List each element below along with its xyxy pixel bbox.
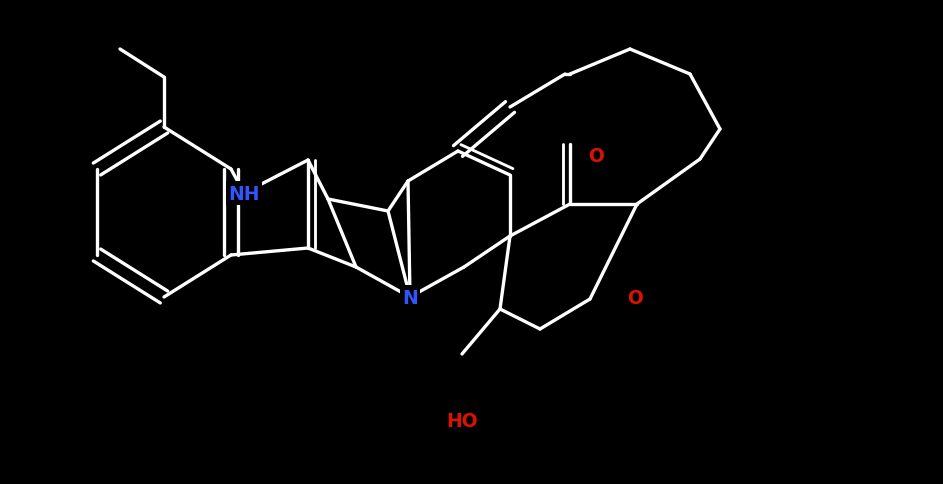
Text: HO: HO bbox=[446, 412, 478, 431]
Text: O: O bbox=[588, 147, 604, 166]
Text: N: N bbox=[402, 288, 418, 307]
Text: NH: NH bbox=[228, 184, 259, 203]
Text: O: O bbox=[627, 288, 643, 307]
